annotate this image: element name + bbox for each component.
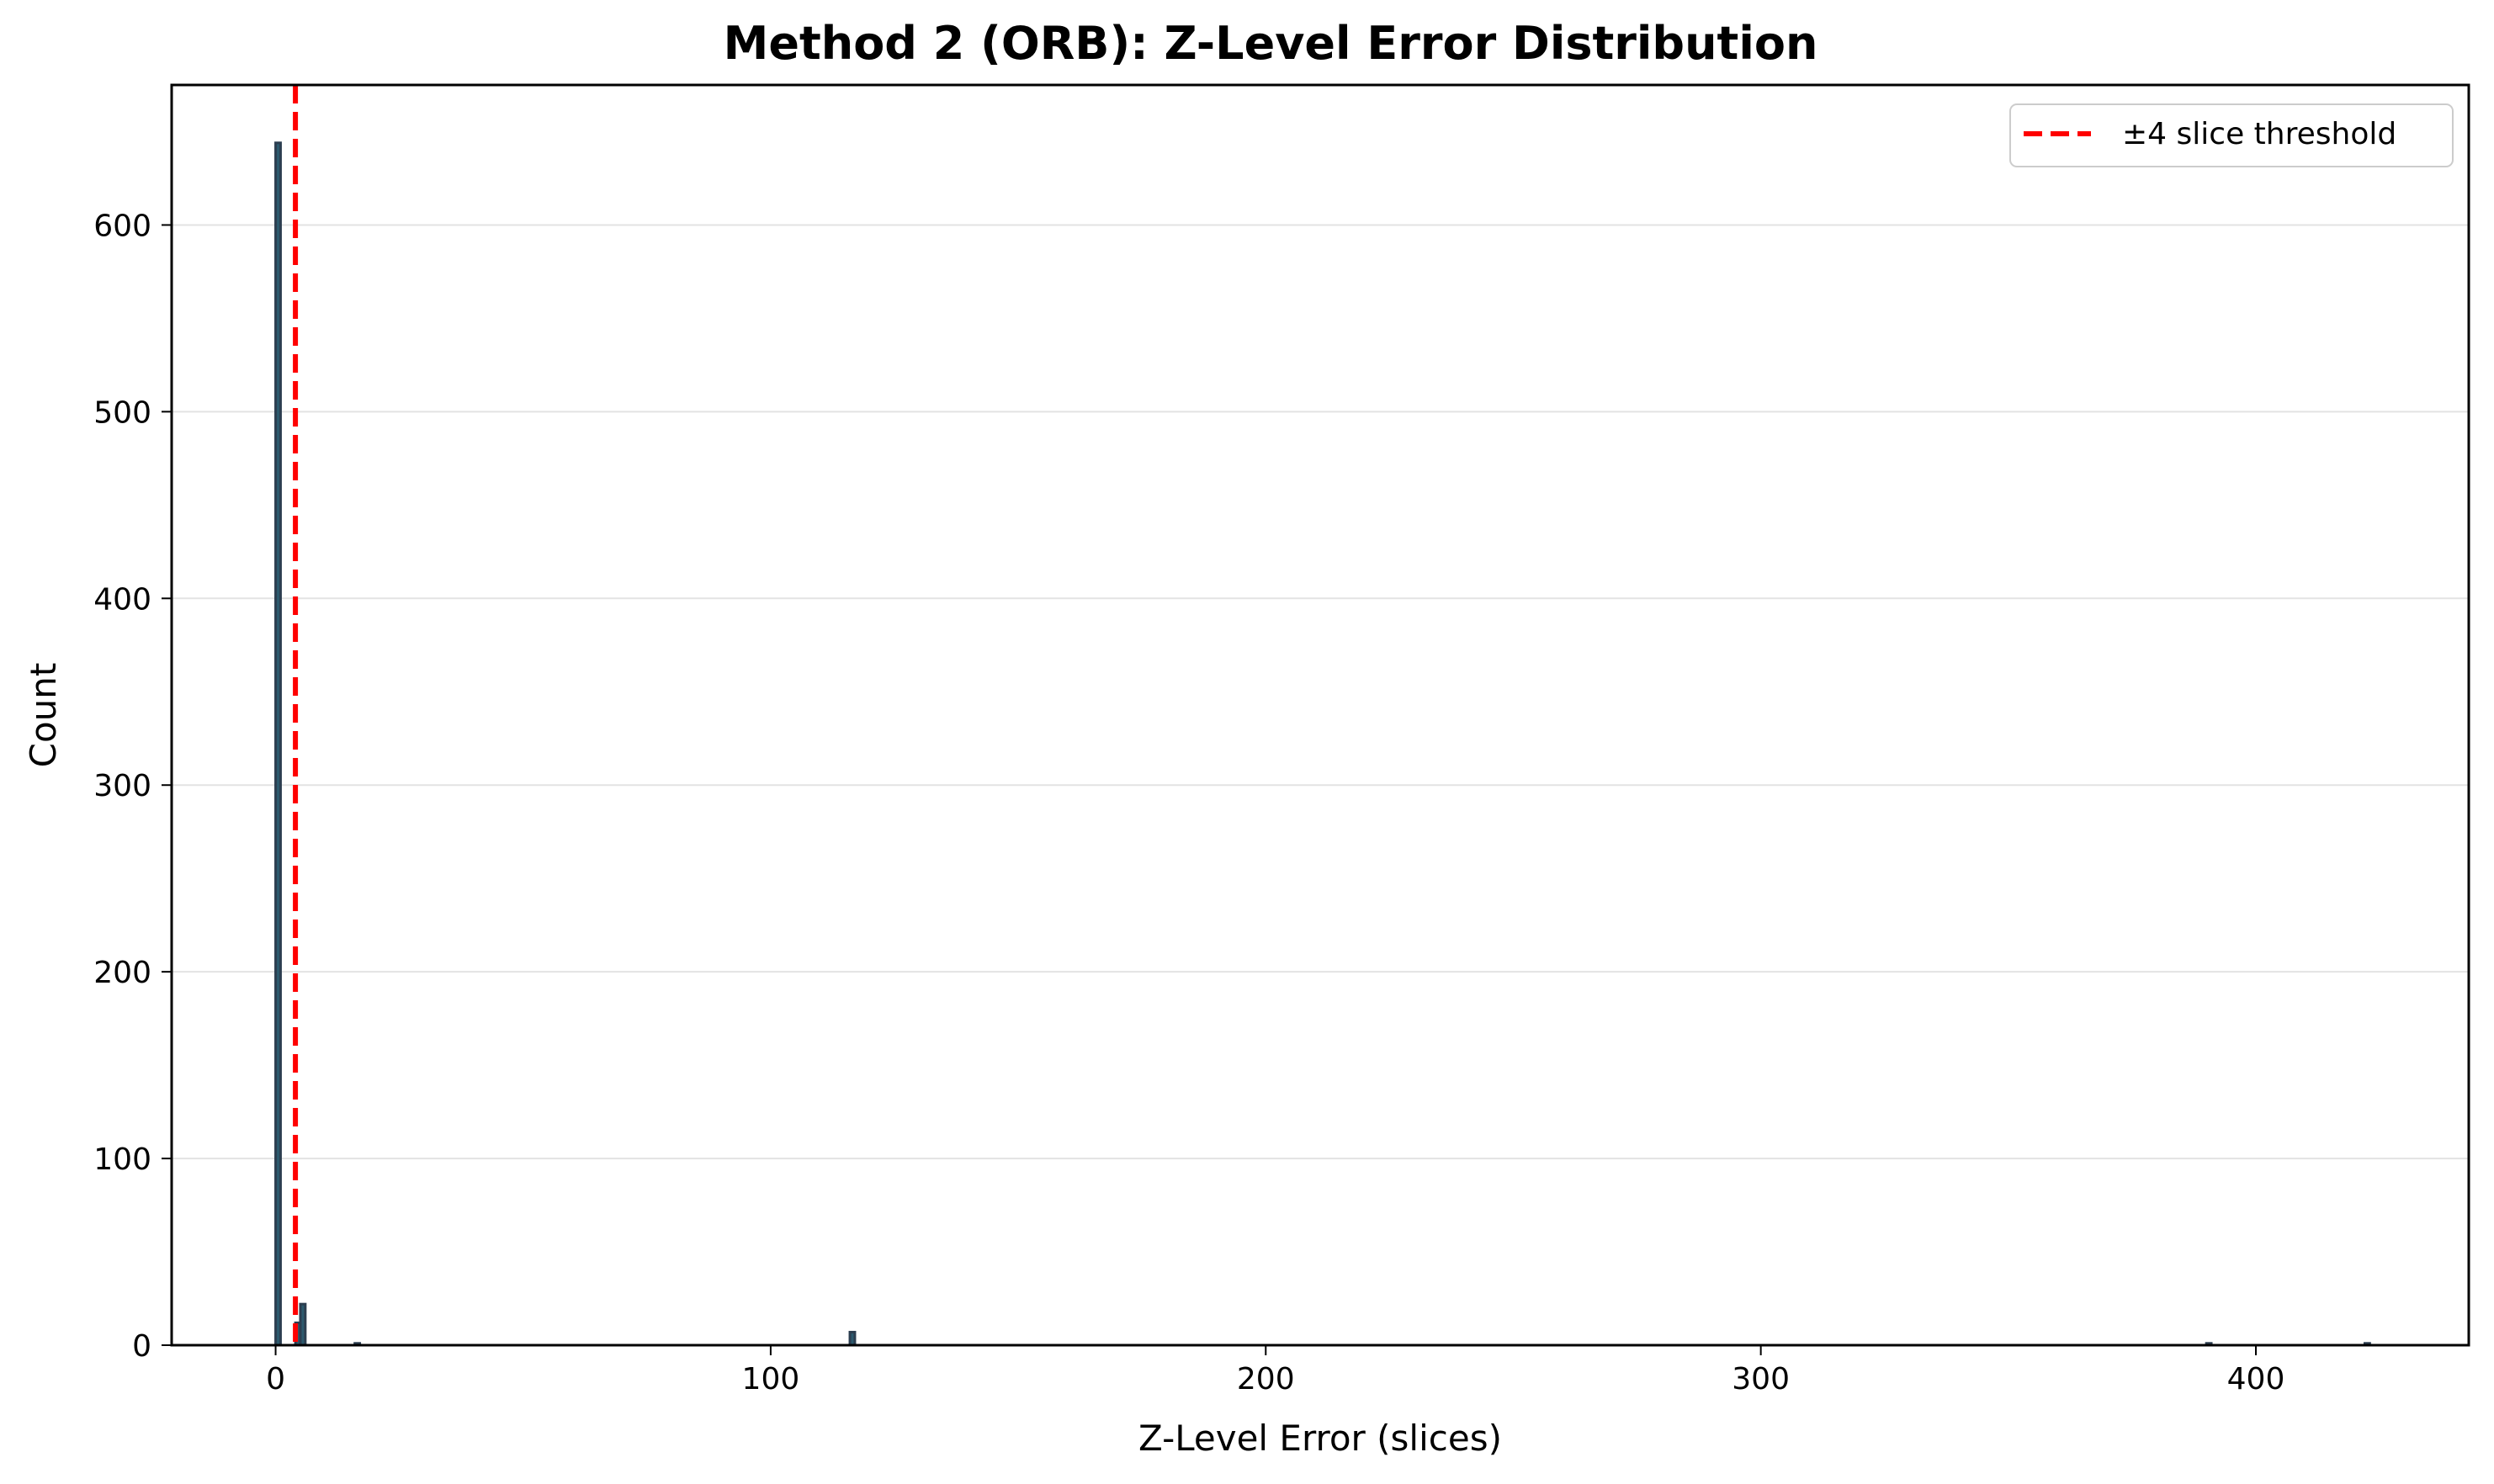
y-tick-label: 0	[132, 1329, 151, 1364]
y-axis-ticks: 0 100 200 300 400 500 600	[93, 209, 172, 1364]
y-axis-label: Count	[23, 663, 64, 768]
y-tick-label: 400	[93, 582, 151, 617]
x-axis-label: Z-Level Error (slices)	[1138, 1418, 1502, 1459]
legend: ±4 slice threshold	[2009, 103, 2454, 167]
y-tick-label: 500	[93, 395, 151, 430]
x-tick-label: 100	[742, 1362, 800, 1397]
x-tick-label: 200	[1237, 1362, 1295, 1397]
plot-frame	[170, 83, 2470, 1347]
y-gridlines	[172, 224, 2469, 1346]
y-tick-label: 100	[93, 1142, 151, 1177]
x-tick-label: 300	[1732, 1362, 1790, 1397]
histogram-bar	[274, 141, 282, 1347]
y-tick-label: 200	[93, 956, 151, 990]
chart-title: Method 2 (ORB): Z-Level Error Distributi…	[724, 17, 1818, 70]
y-tick-label: 600	[93, 209, 151, 243]
legend-box	[2009, 103, 2454, 167]
histogram-bar	[299, 1302, 307, 1347]
histogram-bar	[848, 1330, 857, 1347]
y-tick-label: 300	[93, 769, 151, 803]
x-tick-label: 400	[2227, 1362, 2285, 1397]
legend-threshold-label: ±4 slice threshold	[2122, 117, 2396, 151]
x-tick-label: 0	[266, 1362, 285, 1397]
x-axis-ticks: 0 100 200 300 400	[266, 1345, 2284, 1397]
